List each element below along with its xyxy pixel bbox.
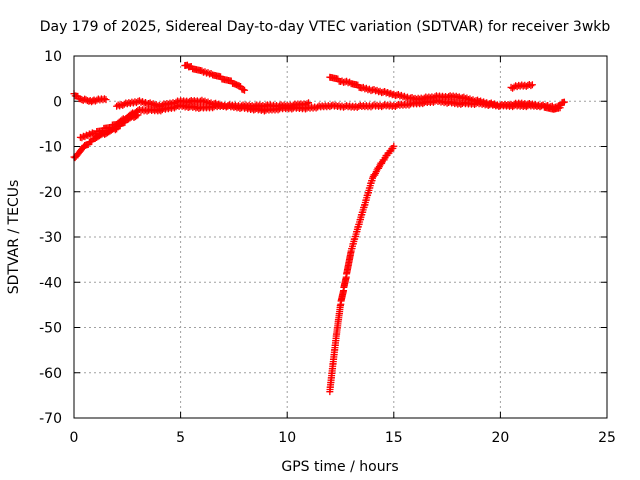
y-tick-label: -70 [39, 411, 62, 427]
data-point-marker [133, 112, 141, 120]
data-point-marker [527, 82, 535, 90]
data-point-marker [212, 99, 220, 107]
plot-frame [73, 55, 608, 419]
data-point-marker [373, 86, 381, 94]
data-point-marker [487, 99, 495, 107]
data-point-marker [460, 93, 468, 101]
data-point-marker [241, 86, 249, 94]
data-point-marker [359, 83, 367, 91]
data-point-marker [305, 99, 313, 107]
data-point-marker [303, 100, 311, 108]
data-point-marker [152, 101, 160, 109]
y-tick-label: -60 [39, 366, 62, 382]
data-point-marker [370, 85, 378, 93]
x-tick-label: 15 [385, 430, 403, 446]
series-arc-midday-bump [113, 96, 313, 111]
data-point-marker [474, 96, 482, 104]
data-point-marker [381, 88, 389, 96]
data-point-marker [139, 98, 147, 106]
data-point-marker [408, 93, 416, 101]
data-point-marker [81, 133, 89, 141]
data-point-marker [87, 130, 95, 138]
x-tick-label: 10 [278, 430, 296, 446]
data-series [70, 61, 568, 396]
data-point-marker [84, 132, 92, 140]
series-arc-5to8h [181, 61, 249, 94]
data-point-marker [463, 94, 471, 102]
y-tick-label: -20 [39, 185, 62, 201]
data-point-marker [480, 98, 488, 106]
data-point-marker [400, 92, 408, 100]
series-arc-early-rise [70, 111, 142, 162]
series-arc-late-evening [475, 97, 568, 113]
x-tick-label: 25 [598, 430, 616, 446]
data-point-marker [134, 111, 142, 119]
data-point-marker [201, 68, 209, 76]
chart-title: Day 179 of 2025, Sidereal Day-to-day VTE… [40, 19, 611, 35]
data-point-marker [528, 81, 536, 89]
data-point-marker [198, 96, 206, 104]
data-point-marker [198, 67, 206, 75]
data-point-marker [100, 95, 108, 103]
data-point-marker [387, 89, 395, 97]
data-point-marker [490, 100, 498, 108]
data-point-marker [149, 100, 157, 108]
series-arc-12to15h [326, 73, 483, 106]
y-axis-label: SDTVAR / TECUs [6, 180, 22, 295]
data-point-marker [146, 99, 154, 107]
data-point-marker [102, 96, 110, 104]
y-tick-label: -40 [39, 275, 62, 291]
x-tick-label: 20 [491, 430, 509, 446]
data-point-marker [397, 91, 405, 99]
series-arc-early-start [70, 90, 110, 106]
data-point-marker [384, 88, 392, 96]
data-point-marker [135, 97, 143, 105]
data-point-marker [362, 84, 370, 92]
series-arc-plunge [326, 142, 398, 396]
data-point-marker [394, 91, 402, 99]
y-tick-label: 10 [44, 49, 62, 65]
y-tick-label: -30 [39, 230, 62, 246]
y-tick-label: -10 [39, 140, 62, 156]
x-tick-label: 0 [70, 430, 79, 446]
y-tick-label: -50 [39, 321, 62, 337]
data-point-marker [390, 142, 398, 150]
data-point-marker [201, 97, 209, 105]
data-point-marker [78, 134, 86, 142]
data-point-marker [560, 98, 568, 106]
data-point-marker [466, 95, 474, 103]
data-point-marker [477, 97, 485, 105]
x-tick-label: 5 [176, 430, 185, 446]
data-point-marker [215, 100, 223, 108]
y-tick-label: 0 [53, 94, 62, 110]
x-axis-label: GPS time / hours [281, 459, 398, 475]
data-point-marker [343, 77, 351, 85]
data-point-marker [204, 69, 212, 77]
data-point-marker [204, 98, 212, 106]
series-arc-21h-fragment [507, 81, 536, 92]
